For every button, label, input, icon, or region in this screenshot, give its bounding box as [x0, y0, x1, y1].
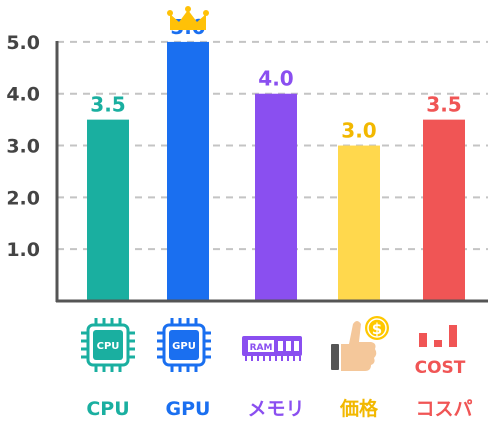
- category-labels: CPU GPU メモリ 価格 コスパ: [86, 397, 472, 420]
- data-label: 4.0: [258, 67, 293, 91]
- bar: [87, 119, 129, 302]
- category-label: 価格: [339, 397, 379, 420]
- cpu-chip-icon: CPU: [81, 318, 135, 372]
- crown-icon: [167, 6, 209, 30]
- data-label: 3.0: [341, 119, 376, 143]
- gpu-chip-icon: GPU: [157, 318, 211, 372]
- y-axis-ticks: 1.0 2.0 3.0 4.0 5.0: [6, 32, 40, 261]
- y-tick-label: 1.0: [6, 239, 40, 261]
- bar: [167, 41, 209, 302]
- gpu-icon-text: GPU: [172, 341, 196, 352]
- cost-bars-icon: COST: [415, 325, 466, 378]
- ram-module-icon: RAM: [242, 336, 302, 361]
- y-tick-label: 2.0: [6, 187, 40, 209]
- ram-icon-text: RAM: [250, 343, 273, 353]
- cpu-icon-text: CPU: [97, 341, 120, 352]
- y-tick-label: 4.0: [6, 84, 40, 106]
- bars: [87, 41, 465, 302]
- thumbs-up-coin-icon: $: [331, 316, 389, 371]
- y-tick-label: 3.0: [6, 136, 40, 158]
- crown-jewel: [167, 10, 173, 16]
- bar: [255, 93, 297, 302]
- y-tick-label: 5.0: [6, 32, 40, 54]
- data-label: 3.5: [90, 93, 125, 117]
- category-label: GPU: [166, 398, 211, 420]
- category-label: メモリ: [247, 398, 304, 420]
- crown-jewel: [203, 10, 209, 16]
- value-labels: 3.55.04.03.03.5: [90, 15, 461, 143]
- crown-jewel: [185, 6, 191, 12]
- category-label: コスパ: [415, 398, 472, 420]
- coin-symbol: $: [372, 320, 382, 338]
- data-label: 3.5: [426, 93, 461, 117]
- crown-shape: [170, 10, 206, 30]
- bar: [423, 119, 465, 302]
- bar: [338, 145, 380, 301]
- category-label: CPU: [86, 398, 129, 420]
- cost-icon-text: COST: [415, 358, 466, 378]
